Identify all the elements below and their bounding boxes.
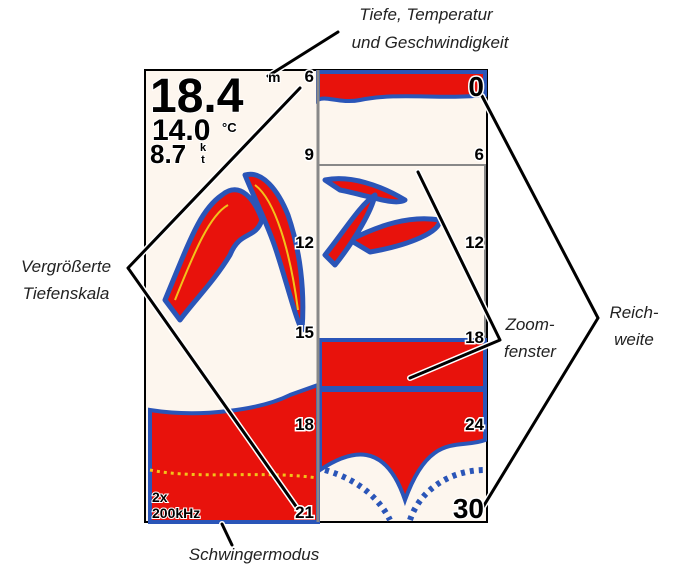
leader-lines	[125, 29, 601, 548]
depth-scale-label: 6	[305, 67, 314, 86]
speed-readout: 8.7	[150, 139, 186, 169]
callout: weite	[614, 330, 654, 349]
depth-scale-label: 18	[295, 415, 314, 434]
range-scale-label: 0	[468, 71, 484, 102]
temperature-unit: °C	[222, 120, 237, 135]
range-scale-label: 18	[465, 328, 484, 347]
sonar-screen	[144, 69, 488, 524]
callout: Vergrößerte	[21, 257, 111, 276]
callout: und Geschwindigkeit	[352, 33, 510, 52]
callout: Tiefe, Temperatur	[359, 5, 494, 24]
range-scale-label: 24	[465, 415, 484, 434]
depth-scale-label: 9	[305, 145, 314, 164]
callout: fenster	[504, 342, 557, 361]
callout: Schwingermodus	[189, 545, 320, 564]
depth-scale-label: 15	[295, 323, 314, 342]
depth-readout: 18.4	[150, 70, 244, 123]
callout: Zoom-	[504, 315, 554, 334]
temperature-readout: 14.0	[152, 114, 210, 147]
speed-unit: kt	[197, 142, 209, 166]
callout: Reich-	[609, 303, 658, 322]
frequency: 200kHz	[152, 505, 200, 521]
depth-scale-label: 12	[295, 233, 314, 252]
depth-scale-label: 21	[295, 503, 314, 522]
range-scale-label: 6	[475, 145, 484, 164]
callout: Tiefenskala	[23, 284, 110, 303]
range-scale-label: 30	[453, 493, 484, 524]
depth-unit: m	[268, 69, 280, 85]
zoom-mode: 2x	[152, 489, 168, 505]
range-scale-label: 12	[465, 233, 484, 252]
